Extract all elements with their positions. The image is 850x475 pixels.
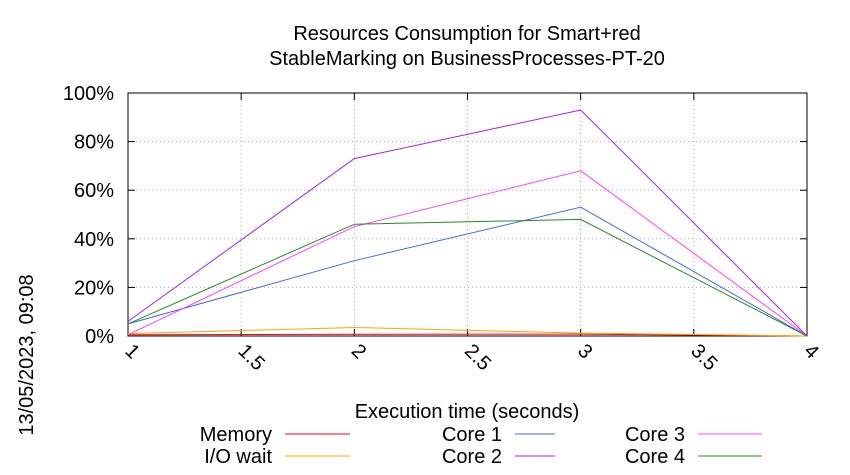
series-line-core-3 [127,170,808,337]
x-tick-label: 2.5 [460,340,495,375]
legend-label-i-o-wait: I/O wait [204,446,272,468]
legend-label-memory: Memory [200,424,272,446]
axes: 0% 20% 40% 60% 80% 100% 1 1.5 2 2.5 3 3.5 4 [63,83,823,375]
legend-label-core-2: Core 2 [442,446,502,468]
chart-title-line-1: Resources Consumption for Smart+red [293,23,640,45]
x-tick-label: 1 [120,340,143,363]
series-line-core-4 [127,218,808,337]
chart-title-line-2: StableMarking on BusinessProcesses-PT-20 [269,48,665,70]
legend-label-core-3: Core 3 [625,424,685,446]
grid [128,93,807,336]
timestamp-label: 13/05/2023, 09:08 [16,274,38,435]
legend-label-core-1: Core 1 [442,424,502,446]
x-tick-label: 1.5 [234,340,269,375]
y-tick-label: 80% [74,132,114,154]
series-line-core-2 [127,109,808,337]
y-tick-label: 40% [74,229,114,251]
y-tick-label: 100% [63,83,114,105]
y-tick-label: 60% [74,180,114,202]
y-tick-label: 0% [85,326,114,348]
x-tick-label: 2 [347,340,370,363]
legend-label-core-4: Core 4 [625,446,685,468]
y-tick-label: 20% [74,277,114,299]
x-axis-label: Execution time (seconds) [355,401,580,423]
series-line-i-o-wait [127,326,808,337]
x-tick-label: 3.5 [686,340,721,375]
series-line-core-1 [127,206,808,337]
x-tick-label: 4 [799,340,822,363]
series-lines [127,109,808,337]
x-tick-label: 3 [573,340,596,363]
